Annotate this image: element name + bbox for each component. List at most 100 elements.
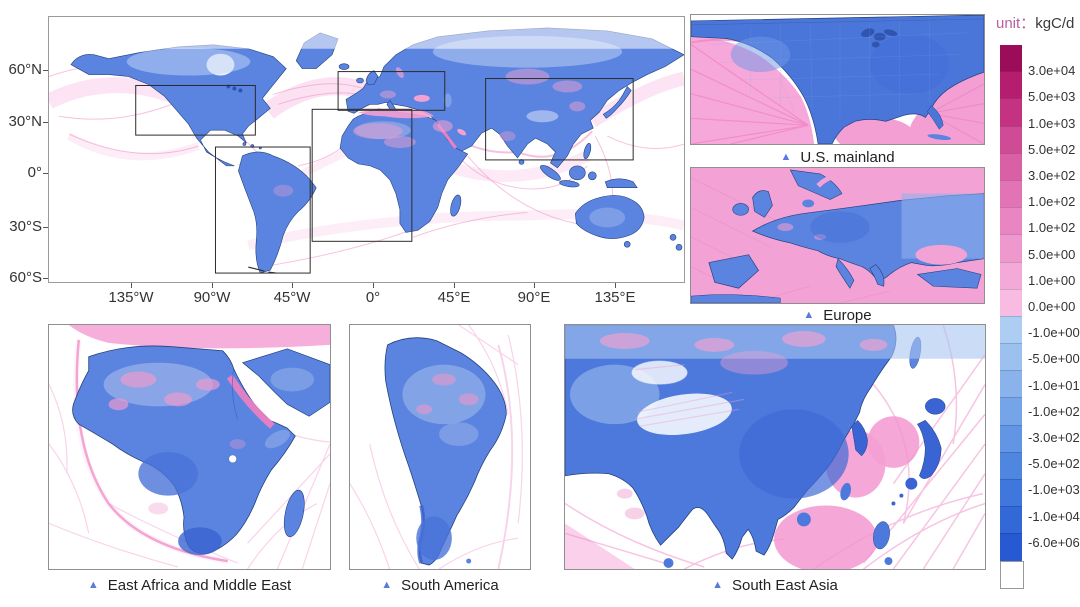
- triangle-marker-icon: ▲: [780, 150, 792, 163]
- us-mainland-map-panel: [690, 14, 985, 145]
- y-axis-label: 30°N: [8, 113, 42, 130]
- colorbar-segment: [1000, 152, 1022, 180]
- y-axis-label: 60°S: [9, 269, 42, 286]
- colorbar-tick-label: -5.0e+00: [1028, 351, 1080, 367]
- south-america-caption: ▲ South America: [349, 576, 531, 594]
- europe-map-panel: [690, 167, 985, 304]
- y-axis-label: 30°S: [9, 218, 42, 235]
- x-axis-label: 45°W: [273, 289, 311, 306]
- colorbar-tick-label: -1.0e+03: [1028, 482, 1080, 498]
- y-tick: [43, 122, 48, 123]
- colorbar-segment: [1000, 98, 1022, 126]
- south-america-map-panel: [349, 324, 531, 570]
- colorbar-segment: [1000, 397, 1022, 425]
- x-axis-label: 45°E: [437, 289, 471, 306]
- colorbar-segment: [1000, 560, 1024, 589]
- colorbar-tick-label: 1.0e+02: [1028, 194, 1076, 210]
- se-asia-map-image: [565, 325, 985, 569]
- africa-caption-label: East Africa and Middle East: [107, 576, 292, 594]
- y-axis-label: 0°: [27, 164, 42, 181]
- colorbar-tick-label: -6.0e+06: [1028, 534, 1080, 550]
- x-tick: [534, 283, 535, 288]
- y-axis-label: 60°N: [8, 61, 42, 78]
- colorbar-tick-label: -3.0e+02: [1028, 430, 1080, 445]
- region-box-africa: [311, 108, 413, 242]
- colorbar-tick-label: 5.0e+00: [1028, 246, 1076, 262]
- x-tick: [131, 283, 132, 288]
- y-tick: [43, 70, 48, 71]
- x-axis-label: 135°W: [108, 289, 154, 306]
- se-asia-map-panel: [564, 324, 986, 570]
- triangle-marker-icon: ▲: [381, 578, 393, 591]
- unit-value: kgC/d: [1035, 15, 1075, 32]
- colorbar-segment: [1000, 506, 1022, 534]
- colorbar-tick-label: 1.0e+02: [1028, 220, 1076, 236]
- x-tick: [615, 283, 616, 288]
- colorbar-tick-label: 0.0e+00: [1028, 299, 1076, 314]
- colorbar-segment: [1000, 343, 1022, 371]
- se-asia-caption: ▲ South East Asia: [564, 576, 986, 594]
- colorbar-segment: [1000, 533, 1022, 561]
- colorbar-segment: [1000, 71, 1022, 99]
- triangle-marker-icon: ▲: [803, 308, 815, 321]
- colorbar-tick-label: -1.0e+04: [1028, 508, 1080, 524]
- colorbar-segment: [1000, 370, 1022, 398]
- y-tick: [43, 173, 48, 174]
- colorbar-tick-label: 5.0e+02: [1028, 141, 1076, 157]
- region-box-se-asia: [485, 78, 634, 161]
- x-axis-label: 135°E: [594, 289, 636, 306]
- europe-caption: ▲ Europe: [690, 306, 985, 324]
- colorbar-tick-label: 1.0e+03: [1028, 115, 1076, 131]
- africa-map-image: [49, 325, 330, 569]
- world-map-image: [49, 17, 684, 282]
- us-mainland-caption: ▲ U.S. mainland: [690, 148, 985, 166]
- region-box-us: [135, 84, 256, 136]
- world-map-panel: [48, 16, 685, 283]
- colorbar-segment: [1000, 234, 1022, 262]
- x-tick: [373, 283, 374, 288]
- y-tick: [43, 227, 48, 228]
- x-axis-label: 90°W: [193, 289, 231, 306]
- colorbar-segment: [1000, 451, 1022, 479]
- colorbar-segment: [1000, 479, 1022, 507]
- colorbar-segment: [1000, 125, 1022, 153]
- colorbar-segment: [1000, 45, 1022, 72]
- x-axis-label: 90°E: [517, 289, 551, 306]
- colorbar-tick-label: 1.0e+00: [1028, 272, 1076, 288]
- region-box-europe: [337, 71, 446, 111]
- unit-label: unit：kgC/d: [996, 12, 1074, 33]
- colorbar-tick-label: -1.0e+00: [1028, 325, 1080, 341]
- colorbar-segment: [1000, 179, 1022, 208]
- colorbar-tick-label: -5.0e+02: [1028, 456, 1080, 472]
- triangle-marker-icon: ▲: [712, 578, 723, 591]
- south-america-caption-label: South America: [401, 576, 499, 594]
- colorbar-segment: [1000, 424, 1022, 452]
- colorbar-tick-label: -1.0e+02: [1028, 403, 1080, 419]
- se-asia-caption-label: South East Asia: [731, 576, 838, 594]
- africa-map-panel: [48, 324, 331, 570]
- us-mainland-caption-label: U.S. mainland: [800, 148, 895, 166]
- x-tick: [454, 283, 455, 288]
- region-box-south-america: [214, 146, 311, 274]
- x-axis-label: 0°: [365, 289, 381, 306]
- colorbar-tick-label: -1.0e+01: [1028, 377, 1080, 393]
- africa-caption: ▲ East Africa and Middle East: [48, 576, 331, 594]
- triangle-marker-icon: ▲: [87, 578, 99, 591]
- y-tick: [43, 278, 48, 279]
- colorbar-segment: [1000, 261, 1022, 289]
- colorbar: [1000, 45, 1024, 589]
- south-america-map-image: [350, 325, 530, 569]
- europe-caption-label: Europe: [823, 306, 872, 324]
- us-mainland-map-image: [691, 15, 984, 144]
- x-tick: [292, 283, 293, 288]
- colorbar-tick-label: 3.0e+02: [1028, 168, 1076, 183]
- unit-prefix: unit：: [996, 15, 1036, 32]
- colorbar-segment: [1000, 288, 1022, 316]
- colorbar-tick-label: 3.0e+04: [1028, 63, 1076, 79]
- colorbar-segment: [1000, 315, 1022, 344]
- europe-map-image: [691, 168, 984, 303]
- colorbar-tick-label: 5.0e+03: [1028, 89, 1076, 105]
- colorbar-segment: [1000, 207, 1022, 235]
- x-tick: [212, 283, 213, 288]
